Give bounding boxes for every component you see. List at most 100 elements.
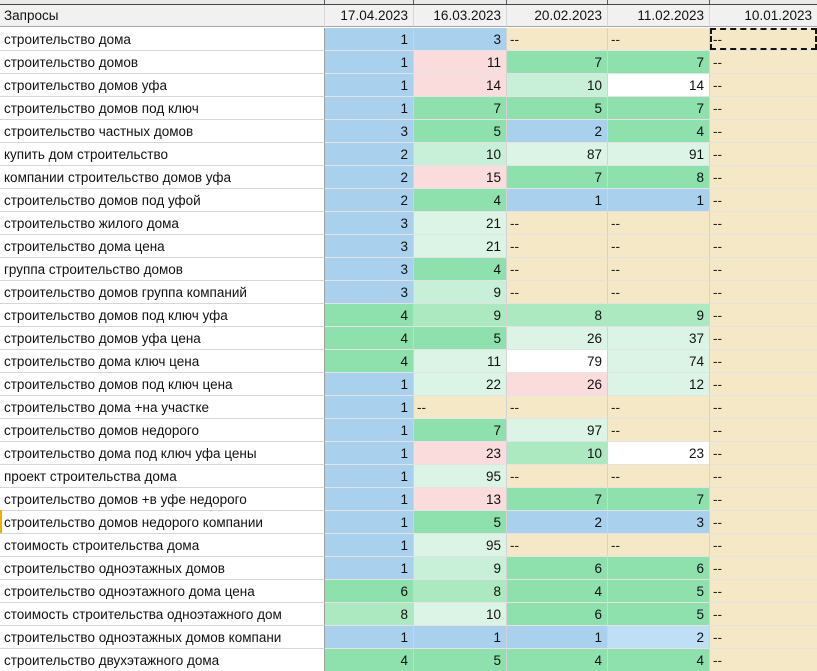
query-cell[interactable]: строительство частных домов: [0, 120, 325, 143]
value-cell[interactable]: --: [710, 511, 817, 534]
query-cell[interactable]: строительство дома: [0, 28, 325, 51]
value-cell[interactable]: 87: [507, 143, 608, 166]
value-cell[interactable]: 7: [507, 166, 608, 189]
query-cell[interactable]: строительство домов под ключ уфа: [0, 304, 325, 327]
value-cell[interactable]: 2: [325, 143, 414, 166]
value-cell[interactable]: 11: [414, 350, 507, 373]
value-cell[interactable]: --: [710, 120, 817, 143]
value-cell[interactable]: 1: [507, 189, 608, 212]
query-cell[interactable]: строительство домов под ключ: [0, 97, 325, 120]
value-cell[interactable]: --: [608, 396, 710, 419]
value-cell[interactable]: 3: [325, 281, 414, 304]
value-cell[interactable]: 5: [507, 97, 608, 120]
value-cell[interactable]: --: [710, 97, 817, 120]
value-cell[interactable]: 5: [608, 580, 710, 603]
value-cell[interactable]: --: [710, 166, 817, 189]
value-cell[interactable]: 21: [414, 212, 507, 235]
value-cell[interactable]: 9: [414, 304, 507, 327]
value-cell[interactable]: 1: [325, 97, 414, 120]
value-cell[interactable]: 95: [414, 465, 507, 488]
query-cell[interactable]: строительство жилого дома: [0, 212, 325, 235]
query-cell[interactable]: строительство домов уфа цена: [0, 327, 325, 350]
value-cell[interactable]: 1: [507, 626, 608, 649]
value-cell[interactable]: 6: [507, 557, 608, 580]
value-cell[interactable]: --: [710, 373, 817, 396]
value-cell[interactable]: 4: [608, 120, 710, 143]
value-cell[interactable]: 8: [414, 580, 507, 603]
query-cell[interactable]: строительство дома цена: [0, 235, 325, 258]
query-cell[interactable]: строительство дома под ключ уфа цены: [0, 442, 325, 465]
value-cell[interactable]: 15: [414, 166, 507, 189]
value-cell[interactable]: 10: [507, 442, 608, 465]
value-cell[interactable]: 5: [414, 120, 507, 143]
value-cell[interactable]: 9: [414, 281, 507, 304]
value-cell[interactable]: 22: [414, 373, 507, 396]
value-cell[interactable]: 1: [414, 626, 507, 649]
value-cell[interactable]: 4: [325, 327, 414, 350]
value-cell[interactable]: --: [507, 534, 608, 557]
value-cell[interactable]: --: [710, 189, 817, 212]
value-cell[interactable]: 3: [325, 235, 414, 258]
value-cell[interactable]: 7: [507, 51, 608, 74]
value-cell[interactable]: 37: [608, 327, 710, 350]
value-cell[interactable]: 97: [507, 419, 608, 442]
header-date-4[interactable]: 11.02.2023: [608, 5, 710, 27]
query-cell[interactable]: купить дом строительство: [0, 143, 325, 166]
value-cell[interactable]: 1: [325, 534, 414, 557]
value-cell[interactable]: 7: [608, 51, 710, 74]
value-cell[interactable]: --: [710, 396, 817, 419]
query-cell[interactable]: компании строительство домов уфа: [0, 166, 325, 189]
query-cell[interactable]: проект строительства дома: [0, 465, 325, 488]
value-cell[interactable]: 3: [325, 120, 414, 143]
value-cell[interactable]: 1: [325, 557, 414, 580]
value-cell[interactable]: 4: [507, 649, 608, 671]
value-cell[interactable]: 1: [325, 74, 414, 97]
value-cell[interactable]: 9: [608, 304, 710, 327]
value-cell[interactable]: --: [710, 442, 817, 465]
value-cell[interactable]: 3: [414, 28, 507, 51]
query-cell[interactable]: строительство домов уфа: [0, 74, 325, 97]
value-cell[interactable]: --: [710, 281, 817, 304]
query-cell[interactable]: строительство дома ключ цена: [0, 350, 325, 373]
value-cell[interactable]: 7: [414, 97, 507, 120]
value-cell[interactable]: 79: [507, 350, 608, 373]
query-cell[interactable]: строительство домов недорого компании: [0, 511, 325, 534]
value-cell[interactable]: 7: [414, 419, 507, 442]
value-cell[interactable]: --: [710, 488, 817, 511]
query-cell[interactable]: строительство домов: [0, 51, 325, 74]
value-cell[interactable]: 5: [414, 327, 507, 350]
value-cell[interactable]: --: [507, 281, 608, 304]
value-cell[interactable]: 3: [608, 511, 710, 534]
query-cell[interactable]: стоимость строительства дома: [0, 534, 325, 557]
value-cell[interactable]: 1: [325, 488, 414, 511]
value-cell[interactable]: --: [507, 28, 608, 51]
value-cell[interactable]: --: [608, 28, 710, 51]
value-cell[interactable]: --: [710, 419, 817, 442]
value-cell[interactable]: --: [507, 396, 608, 419]
value-cell[interactable]: 7: [608, 488, 710, 511]
value-cell[interactable]: 6: [325, 580, 414, 603]
value-cell[interactable]: 2: [507, 511, 608, 534]
value-cell[interactable]: --: [414, 396, 507, 419]
value-cell[interactable]: --: [608, 465, 710, 488]
value-cell[interactable]: --: [710, 557, 817, 580]
value-cell[interactable]: --: [710, 258, 817, 281]
value-cell[interactable]: 7: [507, 488, 608, 511]
value-cell[interactable]: --: [507, 212, 608, 235]
query-cell[interactable]: строительство домов недорого: [0, 419, 325, 442]
value-cell[interactable]: 8: [325, 603, 414, 626]
query-cell[interactable]: строительство домов группа компаний: [0, 281, 325, 304]
value-cell[interactable]: --: [608, 235, 710, 258]
value-cell[interactable]: 4: [608, 649, 710, 671]
value-cell[interactable]: 11: [414, 51, 507, 74]
header-date-1[interactable]: 17.04.2023: [325, 5, 414, 27]
value-cell[interactable]: 1: [325, 419, 414, 442]
value-cell[interactable]: 7: [608, 97, 710, 120]
value-cell[interactable]: 5: [608, 603, 710, 626]
value-cell[interactable]: 1: [325, 51, 414, 74]
value-cell[interactable]: --: [710, 350, 817, 373]
query-cell[interactable]: стоимость строительства одноэтажного дом: [0, 603, 325, 626]
value-cell[interactable]: 4: [325, 304, 414, 327]
value-cell[interactable]: --: [710, 626, 817, 649]
value-cell[interactable]: --: [710, 327, 817, 350]
